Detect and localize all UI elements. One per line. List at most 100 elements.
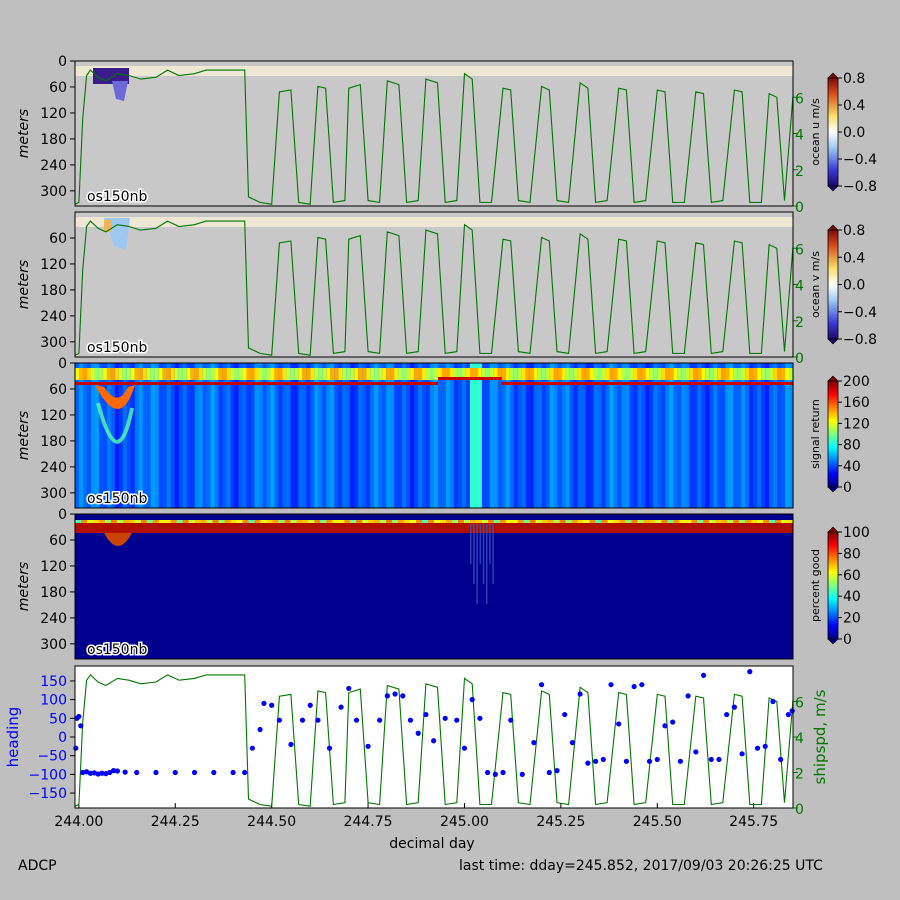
surface-return <box>430 368 435 380</box>
surface-return <box>565 368 571 380</box>
surface-speckle <box>763 520 770 523</box>
bottom-echo <box>186 382 192 385</box>
x-tick-label: 244.25 <box>151 814 200 830</box>
surface-return <box>673 368 678 380</box>
signal-column <box>501 363 507 508</box>
surface-speckle <box>643 520 650 523</box>
colorbar-label: ocean u m/s <box>809 98 822 166</box>
surface-speckle <box>104 520 112 523</box>
surface-return <box>178 368 184 380</box>
panel-3: 0 60 120 180 240 300 meters os150nb <box>16 356 794 509</box>
surface-speckle <box>368 520 375 523</box>
surface-return <box>98 368 104 380</box>
surface-return <box>206 368 212 380</box>
surface-return <box>741 368 746 380</box>
bottom-echo <box>178 382 184 385</box>
surface-return <box>761 368 766 380</box>
signal-column <box>593 363 599 508</box>
bottom-echo <box>434 382 439 385</box>
surface-return <box>553 368 559 380</box>
bottom-echo <box>298 382 303 385</box>
surface-speckle <box>595 520 603 523</box>
surface-return <box>745 368 750 380</box>
signal-column <box>645 363 650 508</box>
signal-column <box>118 363 124 508</box>
heading-point <box>546 769 552 776</box>
surface-return <box>509 368 515 380</box>
masked-region <box>75 61 793 206</box>
bottom-echo <box>469 377 475 380</box>
surface-return <box>489 368 495 380</box>
panel-2: 60 120 180 240 300 meters 0 2 4 6 os150nb <box>16 211 804 367</box>
bottom-echo <box>597 382 603 385</box>
surface-speckle <box>434 520 441 523</box>
bottom-echo <box>90 382 96 385</box>
signal-column <box>414 363 419 508</box>
heading-point <box>724 711 730 718</box>
signal-column <box>262 363 268 508</box>
bottom-echo <box>118 382 124 385</box>
signal-column <box>705 363 710 508</box>
signal-column <box>661 363 666 508</box>
signal-column <box>737 363 742 508</box>
bottom-echo <box>757 382 762 385</box>
signal-column <box>561 363 567 508</box>
bottom-echo <box>581 382 587 385</box>
heading-point <box>639 682 645 688</box>
bottom-echo <box>382 382 387 385</box>
signal-column <box>358 363 363 508</box>
surface-speckle <box>92 520 100 523</box>
surface-speckle <box>140 520 148 523</box>
bottom-echo <box>75 382 80 385</box>
signal-column <box>114 363 120 508</box>
bottom-echo <box>665 382 670 385</box>
surface-return <box>649 368 654 380</box>
heading-point <box>708 756 714 763</box>
bottom-echo <box>426 382 431 385</box>
surface-return <box>501 368 507 380</box>
surface-return <box>154 368 160 380</box>
signal-column <box>449 363 455 508</box>
surface-speckle <box>122 520 130 523</box>
bottom-echo <box>354 382 359 385</box>
bottom-echo <box>565 382 571 385</box>
surface-speckle <box>158 520 166 523</box>
surface-speckle <box>242 520 250 523</box>
bottom-echo <box>162 382 168 385</box>
surface-return <box>777 368 782 380</box>
heading-point <box>623 758 630 764</box>
surface-return <box>545 368 551 380</box>
signal-column <box>138 363 144 508</box>
bottom-echo <box>190 382 196 385</box>
signal-column <box>426 363 431 508</box>
surface-return <box>398 368 403 380</box>
x-axis-label: decimal day <box>389 836 474 852</box>
surface-speckle <box>380 520 387 523</box>
surface-return <box>210 368 216 380</box>
heading-tick-label: −50 <box>37 749 67 765</box>
low-quality-streak <box>479 524 482 564</box>
bottom-echo <box>589 382 595 385</box>
signal-column <box>601 363 607 508</box>
signal-column <box>218 363 224 508</box>
scattering-tail <box>96 402 134 444</box>
near-surface-band <box>75 217 793 227</box>
heading-tick-label: 50 <box>49 711 67 727</box>
bottom-echo <box>529 382 535 385</box>
surface-return <box>597 368 603 380</box>
depth-tick-label: 0 <box>58 54 67 70</box>
surface-return <box>497 368 503 380</box>
surface-speckle <box>589 520 597 523</box>
surface-speckle <box>392 520 399 523</box>
surface-return <box>258 368 264 380</box>
surface-return <box>302 368 307 380</box>
heading-point <box>95 771 101 777</box>
signal-column <box>206 363 212 508</box>
signal-column <box>398 363 403 508</box>
signal-column <box>330 363 335 508</box>
surface-return <box>378 368 383 380</box>
surface-speckle <box>98 520 106 523</box>
surface-return <box>158 368 164 380</box>
heading-point <box>172 769 178 776</box>
bottom-echo <box>334 382 339 385</box>
